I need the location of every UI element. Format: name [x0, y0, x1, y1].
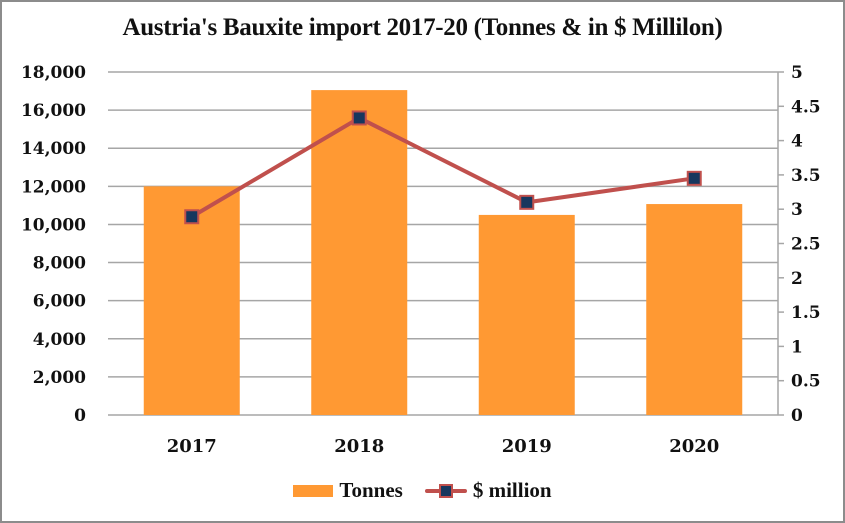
bar-swatch-icon — [293, 484, 334, 497]
bar-2018 — [311, 90, 408, 415]
left-tick-label: 10,000 — [21, 215, 86, 235]
square-marker-icon — [184, 209, 200, 225]
right-tick-label: 1.5 — [791, 303, 821, 323]
x-category-label: 2020 — [669, 436, 719, 457]
bar-2019 — [478, 214, 575, 415]
right-tick-label: 3.5 — [791, 166, 821, 186]
chart-title: Austria's Bauxite import 2017-20 (Tonnes… — [122, 14, 723, 41]
bar-2017 — [143, 186, 240, 415]
left-tick-label: 18,000 — [21, 63, 86, 83]
square-marker-icon — [519, 194, 535, 210]
x-axis-labels: 2017 2018 2019 2020 — [167, 436, 720, 457]
x-category-label: 2019 — [502, 436, 552, 457]
left-tick-label: 6,000 — [33, 292, 86, 312]
right-tick-label: 2 — [791, 269, 803, 289]
x-category-label: 2018 — [334, 436, 384, 457]
left-tick-label: 16,000 — [21, 101, 86, 121]
left-tick-label: 0 — [74, 406, 86, 426]
bar-2020 — [646, 204, 743, 415]
line-series-million — [184, 110, 702, 225]
legend: Tonnes $ million — [0, 478, 845, 503]
left-tick-label: 14,000 — [21, 139, 86, 159]
left-tick-label: 2,000 — [33, 368, 86, 388]
million-line — [190, 115, 695, 219]
right-tick-label: 4.5 — [791, 97, 821, 117]
bar-series-tonnes — [143, 90, 743, 415]
left-tick-label: 8,000 — [33, 254, 86, 274]
left-tick-label: 4,000 — [33, 330, 86, 350]
right-tick-label: 0 — [791, 406, 803, 426]
right-tick-label: 0.5 — [791, 372, 821, 392]
legend-label: Tonnes — [339, 478, 403, 502]
right-y-axis: 0 0.5 1 1.5 2 2.5 3 3.5 4 4.5 5 — [777, 63, 821, 426]
left-y-axis: 0 2,000 4,000 6,000 8,000 10,000 12,000 14,000 1… — [21, 63, 86, 426]
right-tick-label: 5 — [791, 63, 803, 83]
square-marker-icon — [686, 170, 702, 186]
right-tick-label: 3 — [791, 200, 803, 220]
right-tick-label: 2.5 — [791, 235, 821, 255]
line-marker-swatch-icon — [424, 483, 467, 498]
square-marker-icon — [351, 110, 367, 126]
x-category-label: 2017 — [167, 436, 217, 457]
legend-item-tonnes: Tonnes — [293, 478, 403, 503]
right-tick-label: 4 — [791, 132, 803, 152]
legend-label: $ million — [472, 478, 552, 502]
legend-item-million: $ million — [424, 478, 552, 503]
left-tick-label: 12,000 — [21, 177, 86, 197]
right-tick-label: 1 — [791, 337, 803, 357]
